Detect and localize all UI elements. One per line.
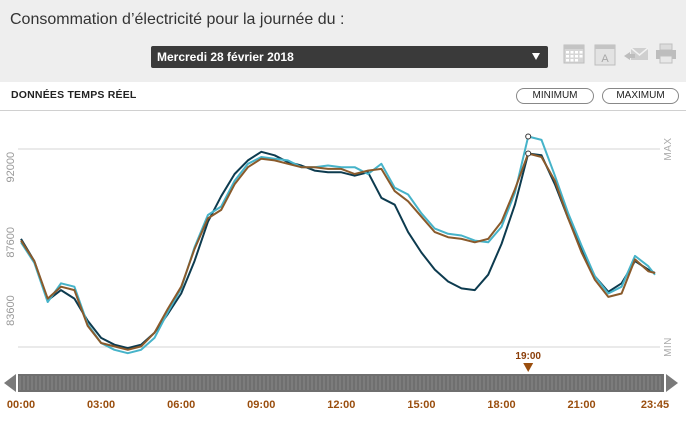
x-tick-label: 06:00 — [167, 399, 195, 411]
timeline-scrollbar — [4, 374, 678, 392]
peak-point-3 — [525, 150, 532, 157]
y-tick-label: 87600 — [5, 227, 17, 258]
marker-time-label: 19:00 — [515, 351, 541, 362]
x-tick-label: 03:00 — [87, 399, 115, 411]
panel-divider — [0, 110, 686, 111]
chart-series — [20, 133, 656, 355]
y-tick-label: 83600 — [5, 295, 17, 326]
header-bar — [0, 0, 686, 82]
print-icon[interactable] — [655, 42, 677, 64]
y-tick-label: 92000 — [5, 152, 17, 183]
series-line-3 — [20, 152, 656, 351]
x-axis: 00:00 03:00 06:00 09:00 12:00 15:00 18:00 21:00… — [7, 399, 669, 411]
svg-text:A: A — [601, 53, 609, 65]
date-select[interactable]: Mercredi 28 février 2018 — [151, 46, 548, 68]
minimum-button[interactable]: MINIMUM — [516, 88, 594, 104]
timeline-left-arrow-icon[interactable] — [4, 374, 16, 392]
email-icon[interactable] — [623, 42, 649, 64]
y-min-label: MIN — [663, 337, 674, 357]
x-tick-label: 21:00 — [568, 399, 596, 411]
marker-triangle-icon — [523, 363, 534, 372]
series-line-2 — [20, 135, 656, 355]
calendar-icon[interactable] — [563, 42, 585, 64]
date-select-value: Mercredi 28 février 2018 — [157, 50, 294, 64]
x-tick-label: 23:45 — [641, 399, 669, 411]
realtime-data-label: DONNÉES TEMPS RÉEL — [11, 89, 137, 101]
x-tick-label: 15:00 — [407, 399, 435, 411]
timeline-track[interactable] — [18, 374, 664, 392]
chevron-down-icon — [532, 53, 540, 60]
chart-grid — [18, 148, 660, 348]
y-axis: 83600 87600 92000 MAX MIN — [5, 137, 674, 357]
y-max-label: MAX — [663, 137, 674, 160]
time-marker: 19:00 — [515, 351, 541, 372]
x-tick-label: 09:00 — [247, 399, 275, 411]
x-tick-label: 12:00 — [327, 399, 355, 411]
peak-point-2 — [525, 133, 532, 140]
series-line-1 — [20, 150, 656, 350]
calendar-a-icon[interactable]: A — [594, 42, 616, 66]
x-tick-label: 18:00 — [487, 399, 515, 411]
timeline-right-arrow-icon[interactable] — [666, 374, 678, 392]
x-tick-label: 00:00 — [7, 399, 35, 411]
maximum-button[interactable]: MAXIMUM — [602, 88, 679, 104]
page-title: Consommation d’électricité pour la journ… — [10, 11, 345, 28]
